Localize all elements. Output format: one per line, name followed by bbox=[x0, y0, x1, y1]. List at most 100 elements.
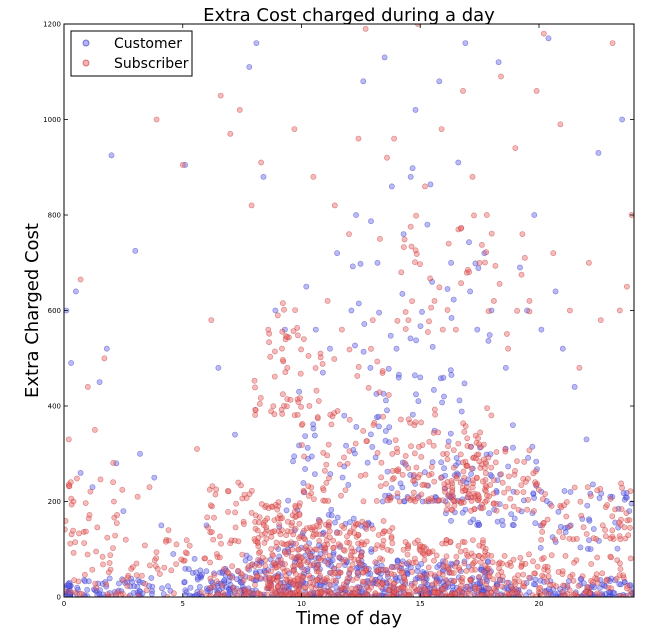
subscriber-point bbox=[380, 413, 386, 420]
subscriber-point bbox=[456, 588, 463, 594]
customer-point bbox=[466, 239, 472, 246]
subscriber-point bbox=[209, 483, 216, 490]
customer-point bbox=[355, 300, 362, 307]
subscriber-point bbox=[153, 549, 160, 555]
customer-point bbox=[407, 335, 414, 342]
subscriber-point bbox=[388, 564, 395, 571]
customer-point bbox=[429, 278, 435, 285]
subscriber-point bbox=[544, 564, 551, 570]
customer-point bbox=[499, 522, 506, 529]
subscriber-point bbox=[204, 514, 211, 521]
subscriber-point bbox=[296, 512, 303, 518]
customer-point bbox=[384, 468, 391, 475]
customer-point bbox=[579, 516, 586, 522]
customer-point bbox=[65, 581, 72, 587]
subscriber-point bbox=[499, 479, 506, 486]
subscriber-point bbox=[492, 459, 499, 466]
subscriber-point bbox=[110, 479, 116, 486]
customer-point bbox=[387, 332, 394, 339]
x-tick-label: 15 bbox=[416, 600, 425, 608]
subscriber-point bbox=[484, 405, 490, 411]
subscriber-point bbox=[368, 345, 374, 352]
subscriber-point bbox=[354, 373, 361, 379]
customer-point bbox=[203, 568, 210, 575]
subscriber-point bbox=[450, 464, 457, 471]
customer-point bbox=[487, 451, 494, 457]
subscriber-point bbox=[440, 563, 446, 570]
subscriber-point bbox=[566, 523, 573, 530]
subscriber-point bbox=[326, 519, 332, 525]
subscriber-point bbox=[341, 454, 347, 461]
subscriber-point bbox=[82, 500, 89, 506]
subscriber-point bbox=[93, 548, 99, 555]
subscriber-point bbox=[336, 461, 343, 468]
customer-point bbox=[441, 393, 447, 400]
subscriber-point bbox=[496, 559, 503, 566]
customer-point bbox=[194, 574, 201, 581]
subscriber-point bbox=[572, 590, 579, 597]
subscriber-point bbox=[612, 506, 618, 513]
subscriber-point bbox=[86, 512, 93, 518]
subscriber-point bbox=[357, 562, 364, 568]
subscriber-point bbox=[531, 570, 538, 577]
subscriber-point bbox=[331, 356, 338, 362]
subscriber-point bbox=[292, 525, 299, 532]
customer-point bbox=[623, 494, 630, 501]
customer-point bbox=[329, 557, 336, 564]
customer-point bbox=[409, 411, 416, 418]
subscriber-point bbox=[107, 552, 114, 558]
subscriber-point bbox=[162, 538, 169, 545]
subscriber-point bbox=[355, 532, 362, 538]
customer-point bbox=[430, 386, 437, 393]
subscriber-point bbox=[463, 483, 470, 490]
subscriber-point bbox=[262, 576, 269, 583]
subscriber-point bbox=[70, 527, 76, 534]
subscriber-point bbox=[229, 563, 235, 570]
subscriber-point bbox=[257, 548, 263, 555]
subscriber-point bbox=[332, 577, 339, 584]
customer-point bbox=[272, 307, 279, 314]
customer-point bbox=[395, 374, 402, 381]
customer-point bbox=[328, 512, 335, 519]
customer-point bbox=[137, 450, 143, 457]
subscriber-point bbox=[623, 510, 630, 516]
subscriber-point bbox=[548, 552, 555, 559]
subscriber-point bbox=[442, 488, 448, 495]
subscriber-point bbox=[617, 536, 624, 543]
subscriber-point bbox=[225, 508, 231, 515]
subscriber-point bbox=[213, 578, 220, 585]
customer-point bbox=[510, 444, 516, 451]
subscriber-point bbox=[468, 567, 475, 573]
subscriber-point bbox=[279, 328, 286, 335]
subscriber-point bbox=[586, 259, 592, 266]
customer-point bbox=[533, 458, 540, 465]
subscriber-point bbox=[461, 560, 468, 567]
customer-point bbox=[302, 433, 309, 439]
customer-point bbox=[620, 490, 627, 496]
subscriber-point bbox=[296, 520, 303, 527]
subscriber-point bbox=[622, 535, 629, 542]
subscriber-point bbox=[394, 490, 401, 497]
customer-point bbox=[438, 459, 445, 466]
subscriber-point bbox=[310, 524, 317, 531]
customer-point bbox=[187, 584, 194, 591]
subscriber-point bbox=[468, 507, 474, 514]
subscriber-point bbox=[385, 392, 392, 398]
subscriber-point bbox=[143, 587, 150, 594]
subscriber-point bbox=[594, 487, 601, 494]
subscriber-point bbox=[134, 493, 141, 500]
subscriber-point bbox=[284, 364, 291, 371]
subscriber-point bbox=[488, 552, 495, 559]
subscriber-point bbox=[471, 212, 477, 219]
subscriber-point bbox=[252, 512, 259, 519]
customer-point bbox=[532, 520, 539, 527]
subscriber-point bbox=[460, 468, 467, 475]
subscriber-point bbox=[110, 459, 117, 466]
subscriber-point bbox=[512, 581, 519, 587]
customer-point bbox=[343, 442, 349, 449]
customer-point bbox=[148, 575, 155, 581]
subscriber-point bbox=[526, 551, 532, 558]
subscriber-point bbox=[614, 557, 621, 563]
customer-point bbox=[386, 424, 393, 430]
subscriber-point bbox=[308, 553, 315, 560]
